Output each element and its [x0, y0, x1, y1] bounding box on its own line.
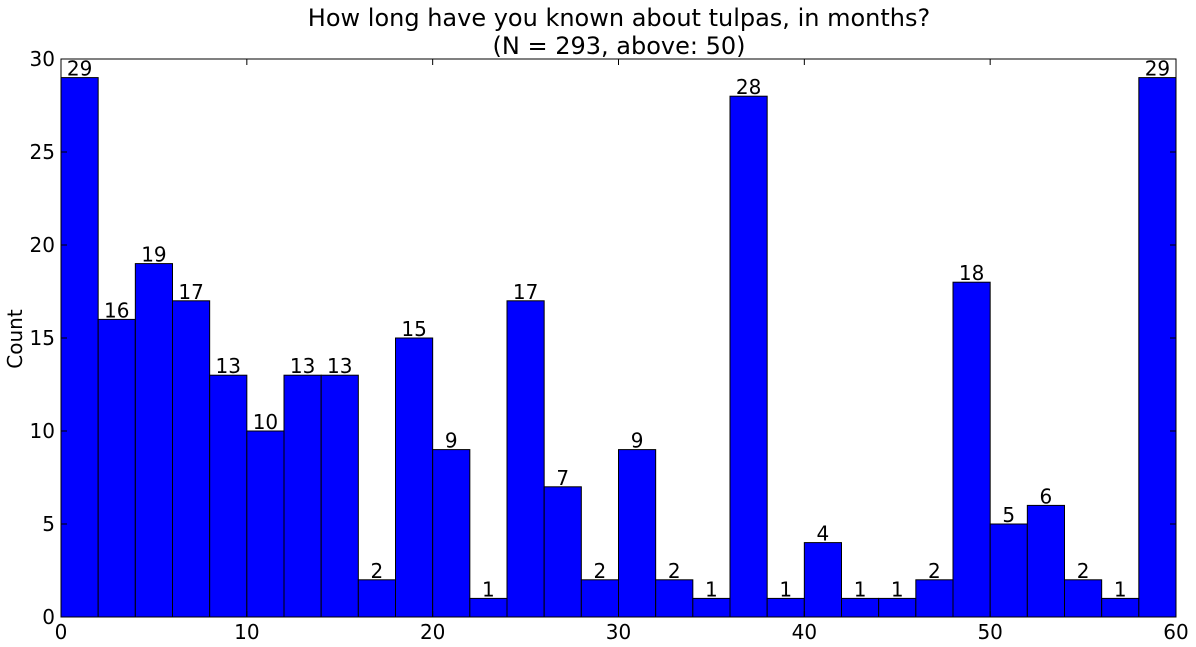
bar-value-label: 2: [1077, 559, 1090, 583]
bar-value-label: 29: [1145, 57, 1170, 81]
x-tick-label: 10: [234, 620, 259, 644]
histogram-bar: [580, 579, 619, 618]
bar-value-label: 9: [631, 429, 644, 453]
histogram-bar: [803, 542, 842, 618]
chart-subtitle: (N = 293, above: 50): [493, 32, 746, 60]
y-tick-label: 25: [30, 140, 55, 164]
bar-value-label: 15: [401, 317, 426, 341]
histogram-bar: [283, 374, 322, 618]
bar-value-label: 1: [482, 577, 495, 601]
bar-value-label: 2: [668, 559, 681, 583]
bar-value-label: 2: [594, 559, 607, 583]
bar-value-label: 9: [445, 429, 458, 453]
histogram-bar: [729, 95, 768, 618]
bar-value-label: 1: [854, 577, 867, 601]
x-tick-label: 40: [792, 620, 817, 644]
bar-value-label: 13: [290, 354, 315, 378]
bars-group: [60, 77, 1177, 618]
histogram-bar: [618, 449, 657, 618]
bar-value-label: 29: [67, 57, 92, 81]
y-tick-label: 0: [42, 605, 55, 629]
bar-value-label: 13: [216, 354, 241, 378]
histogram-bar: [209, 374, 248, 618]
chart-title: How long have you known about tulpas, in…: [308, 4, 930, 32]
y-tick-label: 10: [30, 419, 55, 443]
bar-value-label: 1: [891, 577, 904, 601]
histogram-bar: [1026, 504, 1066, 618]
y-axis-label: Count: [3, 309, 27, 369]
histogram-bar: [172, 300, 211, 618]
y-tick-label: 5: [42, 512, 55, 536]
bar-value-label: 2: [371, 559, 384, 583]
x-tick-label: 20: [420, 620, 445, 644]
bar-value-label: 17: [178, 280, 203, 304]
bar-value-label: 13: [327, 354, 352, 378]
bar-value-label: 18: [959, 261, 984, 285]
histogram-bar: [357, 579, 397, 618]
bar-value-label: 2: [928, 559, 941, 583]
histogram-bar: [395, 337, 434, 618]
y-tick-label: 15: [30, 326, 55, 350]
histogram-bar: [60, 77, 99, 618]
bar-value-label: 1: [1114, 577, 1127, 601]
histogram-bar: [1064, 579, 1103, 618]
x-tick-label: 50: [977, 620, 1002, 644]
histogram-bar: [506, 300, 545, 618]
bar-value-label: 7: [556, 466, 569, 490]
histogram-bar: [246, 430, 285, 618]
bar-value-label: 10: [253, 410, 278, 434]
histogram-bar: [134, 263, 173, 618]
bar-value-label: 1: [779, 577, 792, 601]
bar-value-label: 28: [736, 75, 761, 99]
x-tick-label: 30: [606, 620, 631, 644]
histogram-bar: [915, 579, 954, 618]
histogram-bar: [655, 579, 694, 618]
histogram-bar: [432, 449, 471, 618]
y-tick-label: 30: [30, 47, 55, 71]
bar-value-label: 4: [817, 522, 830, 546]
histogram-bar: [952, 281, 991, 618]
histogram-bar: [543, 486, 582, 618]
plot-frame: [60, 58, 1177, 618]
bar-value-label: 5: [1002, 503, 1015, 527]
y-tick-label: 20: [30, 233, 55, 257]
bar-value-label: 17: [513, 280, 538, 304]
bar-value-label: 1: [705, 577, 718, 601]
histogram-bar: [989, 523, 1028, 618]
bar-value-label: 6: [1040, 484, 1053, 508]
bar-value-label: 19: [141, 243, 166, 267]
x-tick-label: 60: [1163, 620, 1188, 644]
histogram-bar: [1138, 77, 1177, 618]
bar-value-label: 16: [104, 298, 129, 322]
histogram-bar: [320, 374, 359, 618]
x-tick-label: 0: [55, 620, 68, 644]
histogram-bar: [97, 318, 136, 618]
